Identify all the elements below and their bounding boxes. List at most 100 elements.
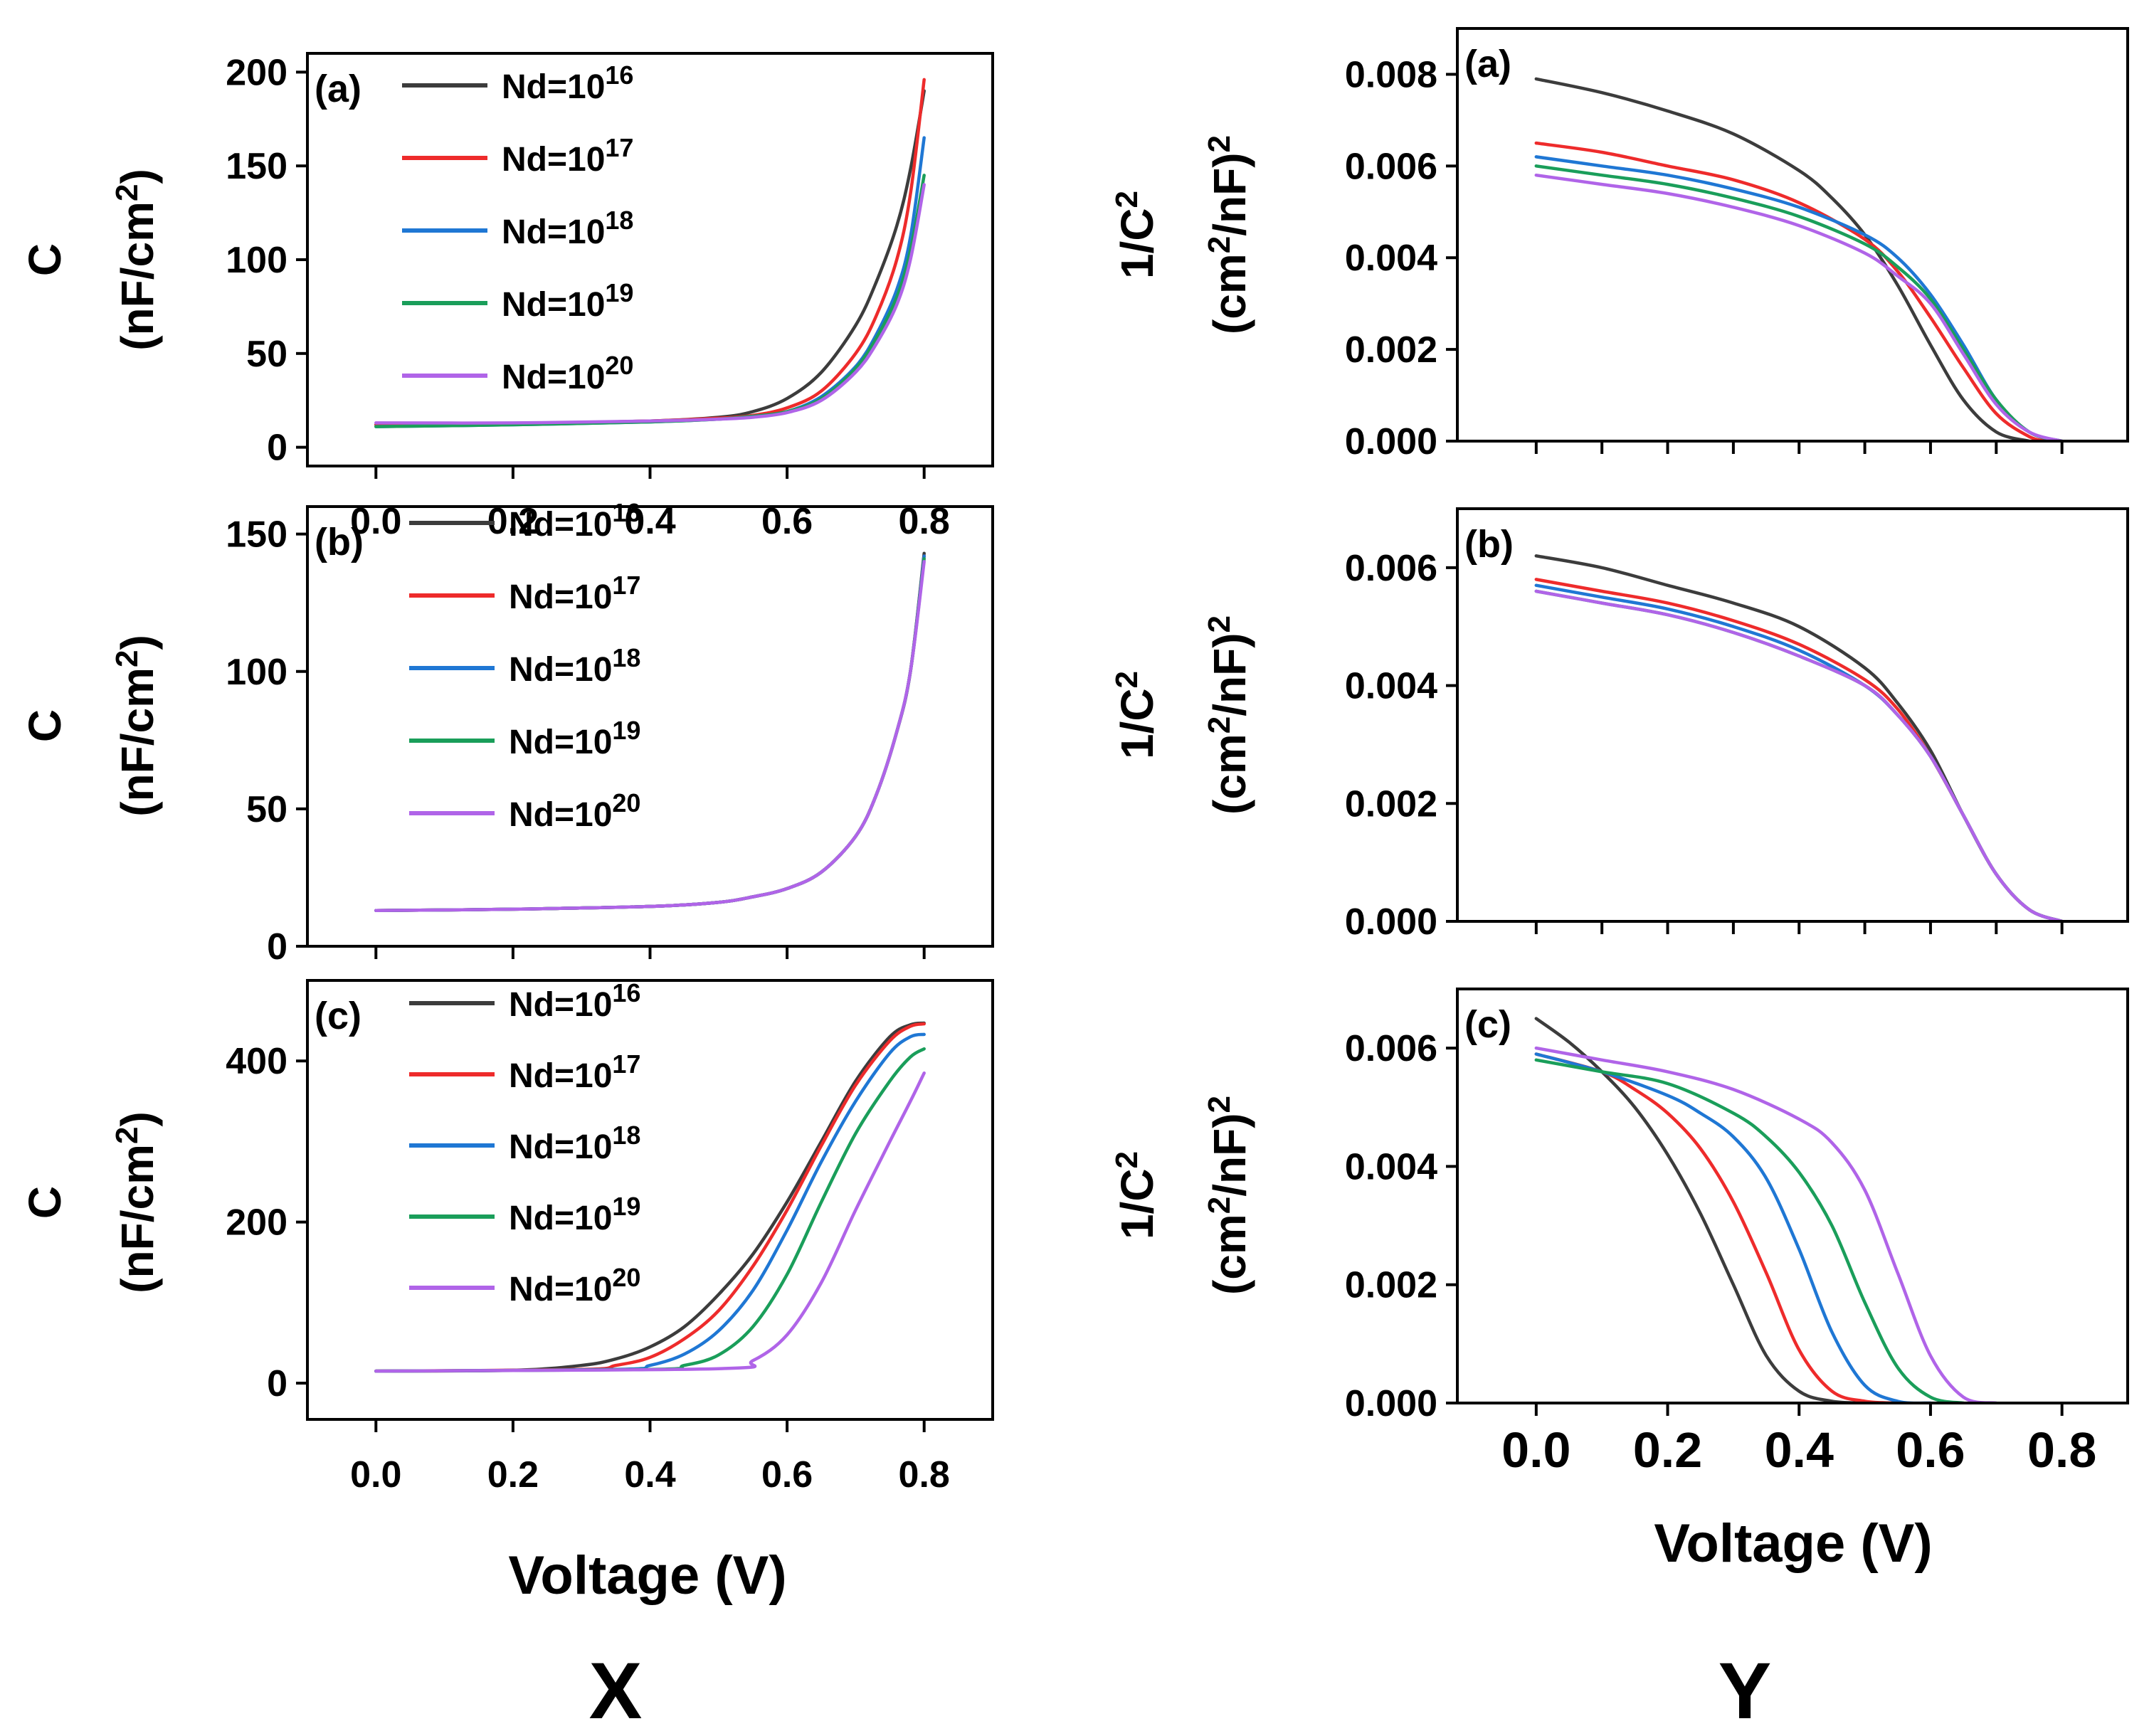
- y-tick-label: 200: [226, 52, 287, 93]
- x-tick-label: 0.2: [1633, 1422, 1702, 1478]
- series-line: [374, 560, 926, 913]
- series-line: [1534, 1046, 1997, 1402]
- column-label-x: X: [589, 1646, 643, 1735]
- y-tick-label: 200: [226, 1202, 287, 1244]
- y-axis-label: C: [19, 709, 70, 742]
- y-axis-units: (nF/cm2): [110, 1111, 163, 1293]
- legend-entry: Nd=1020: [509, 788, 640, 834]
- y-tick-label: 0.000: [1345, 421, 1437, 462]
- plot-frame: [1456, 507, 2129, 923]
- y-tick-label: 100: [226, 652, 287, 693]
- series-line: [1534, 589, 2063, 920]
- series-line: [1534, 1058, 1965, 1402]
- y-tick-label: 0.002: [1345, 329, 1437, 371]
- x-axis-label: Voltage (V): [508, 1545, 786, 1606]
- y-axis-units: (nF/cm2): [110, 169, 163, 351]
- y-tick-label: 0.008: [1345, 54, 1437, 95]
- x-tick-label: 0.4: [624, 1454, 675, 1496]
- series-line: [374, 183, 926, 425]
- y-axis-label: 1/C2: [1109, 1151, 1163, 1239]
- plot-frame: [306, 52, 994, 467]
- y-axis-units: (cm2/nF)2: [1202, 615, 1255, 815]
- series-line: [1534, 554, 2063, 920]
- panel-x-c: 0.0 0.2 0.4 0.6 0.8 0 200 400 (c) Nd=1016 Nd=1017 N…: [19, 978, 994, 1606]
- x-tick-label: 0.6: [761, 1454, 813, 1496]
- legend-entry: Nd=1016: [509, 978, 640, 1024]
- y-tick-label: 0.004: [1345, 238, 1437, 279]
- column-label-y: Y: [1719, 1646, 1772, 1735]
- y-axis-label: 1/C2: [1109, 191, 1163, 279]
- series-line: [1534, 141, 2050, 440]
- legend-entry: Nd=1018: [509, 643, 640, 689]
- series-line: [1534, 583, 2063, 920]
- series-line: [1534, 164, 2063, 440]
- y-tick-label: 0.000: [1345, 901, 1437, 943]
- series-line: [374, 557, 926, 913]
- y-tick-label: 0.002: [1345, 1265, 1437, 1306]
- plot-frame: [306, 505, 994, 948]
- y-axis-units: (cm2/nF)2: [1202, 1096, 1255, 1295]
- plot-frame: [1456, 988, 2129, 1404]
- plot-frame: [306, 979, 994, 1421]
- y-axis-label: C: [19, 1186, 70, 1219]
- y-tick-label: 0.006: [1345, 146, 1437, 187]
- panel-y-c: 0.0 0.2 0.4 0.6 0.8 0.000 0.002 0.004 0.006 (c) 1/…: [1109, 988, 2129, 1574]
- legend-entry: Nd=1018: [502, 206, 633, 251]
- legend-entry: Nd=1020: [509, 1263, 640, 1308]
- plot-frame: [1456, 27, 2129, 443]
- panel-label: (a): [1464, 43, 1511, 85]
- panel-label: (b): [315, 521, 364, 563]
- panel-label: (b): [1464, 523, 1514, 566]
- panel-y-b: 0.000 0.002 0.004 0.006 (b) 1/C2 (cm2/nF)2: [1109, 507, 2129, 943]
- y-tick-label: 0.006: [1345, 1028, 1437, 1069]
- y-axis-label: 1/C2: [1109, 671, 1163, 759]
- panel-label: (a): [315, 68, 361, 110]
- series-line: [374, 1071, 926, 1373]
- y-tick-label: 0.004: [1345, 666, 1437, 707]
- legend-entry: Nd=1019: [509, 1192, 640, 1237]
- series-line: [374, 78, 926, 427]
- legend-entry: Nd=1019: [509, 716, 640, 761]
- series-line: [1534, 578, 2063, 920]
- x-tick-label: 0.8: [2027, 1422, 2096, 1478]
- legend-entry: Nd=1019: [502, 278, 633, 324]
- panel-label: (c): [315, 995, 361, 1037]
- legend-entry: Nd=1020: [502, 351, 633, 396]
- series-line: [1534, 1017, 1866, 1402]
- series-line: [374, 1047, 926, 1373]
- y-axis-units: (cm2/nF)2: [1202, 135, 1255, 334]
- series-line: [374, 551, 926, 913]
- y-tick-label: 150: [226, 514, 287, 556]
- panel-label: (c): [1464, 1003, 1511, 1046]
- y-tick-label: 50: [246, 334, 287, 375]
- series-line: [1534, 1052, 1931, 1402]
- y-tick-label: 0.002: [1345, 783, 1437, 825]
- y-axis-units: (nF/cm2): [110, 635, 163, 817]
- x-tick-label: 0.0: [350, 1454, 401, 1496]
- series-line: [1534, 173, 2063, 440]
- y-tick-label: 0.004: [1345, 1146, 1437, 1187]
- series-line: [1534, 77, 2030, 440]
- y-tick-label: 0: [267, 428, 287, 469]
- y-tick-label: 100: [226, 240, 287, 281]
- legend-entry: Nd=1018: [509, 1121, 640, 1166]
- y-tick-label: 0.000: [1345, 1383, 1437, 1424]
- series-line: [374, 554, 926, 913]
- x-axis-label: Voltage (V): [1654, 1513, 1932, 1574]
- series-line: [1534, 589, 2063, 920]
- y-tick-label: 0.006: [1345, 548, 1437, 589]
- series-line: [1534, 1052, 1899, 1402]
- legend-entry: Nd=1016: [502, 60, 633, 106]
- y-tick-label: 150: [226, 146, 287, 187]
- series-line: [374, 1021, 926, 1373]
- x-tick-label: 0.8: [899, 1454, 950, 1496]
- x-tick-label: 0.6: [1896, 1422, 1965, 1478]
- y-tick-label: 0: [267, 1363, 287, 1404]
- x-tick-label: 0.0: [1501, 1422, 1570, 1478]
- series-line: [374, 554, 926, 913]
- panel-y-a: 0.000 0.002 0.004 0.006 0.008 (a) 1/C2 (cm2/nF)…: [1109, 27, 2129, 462]
- y-tick-label: 400: [226, 1041, 287, 1082]
